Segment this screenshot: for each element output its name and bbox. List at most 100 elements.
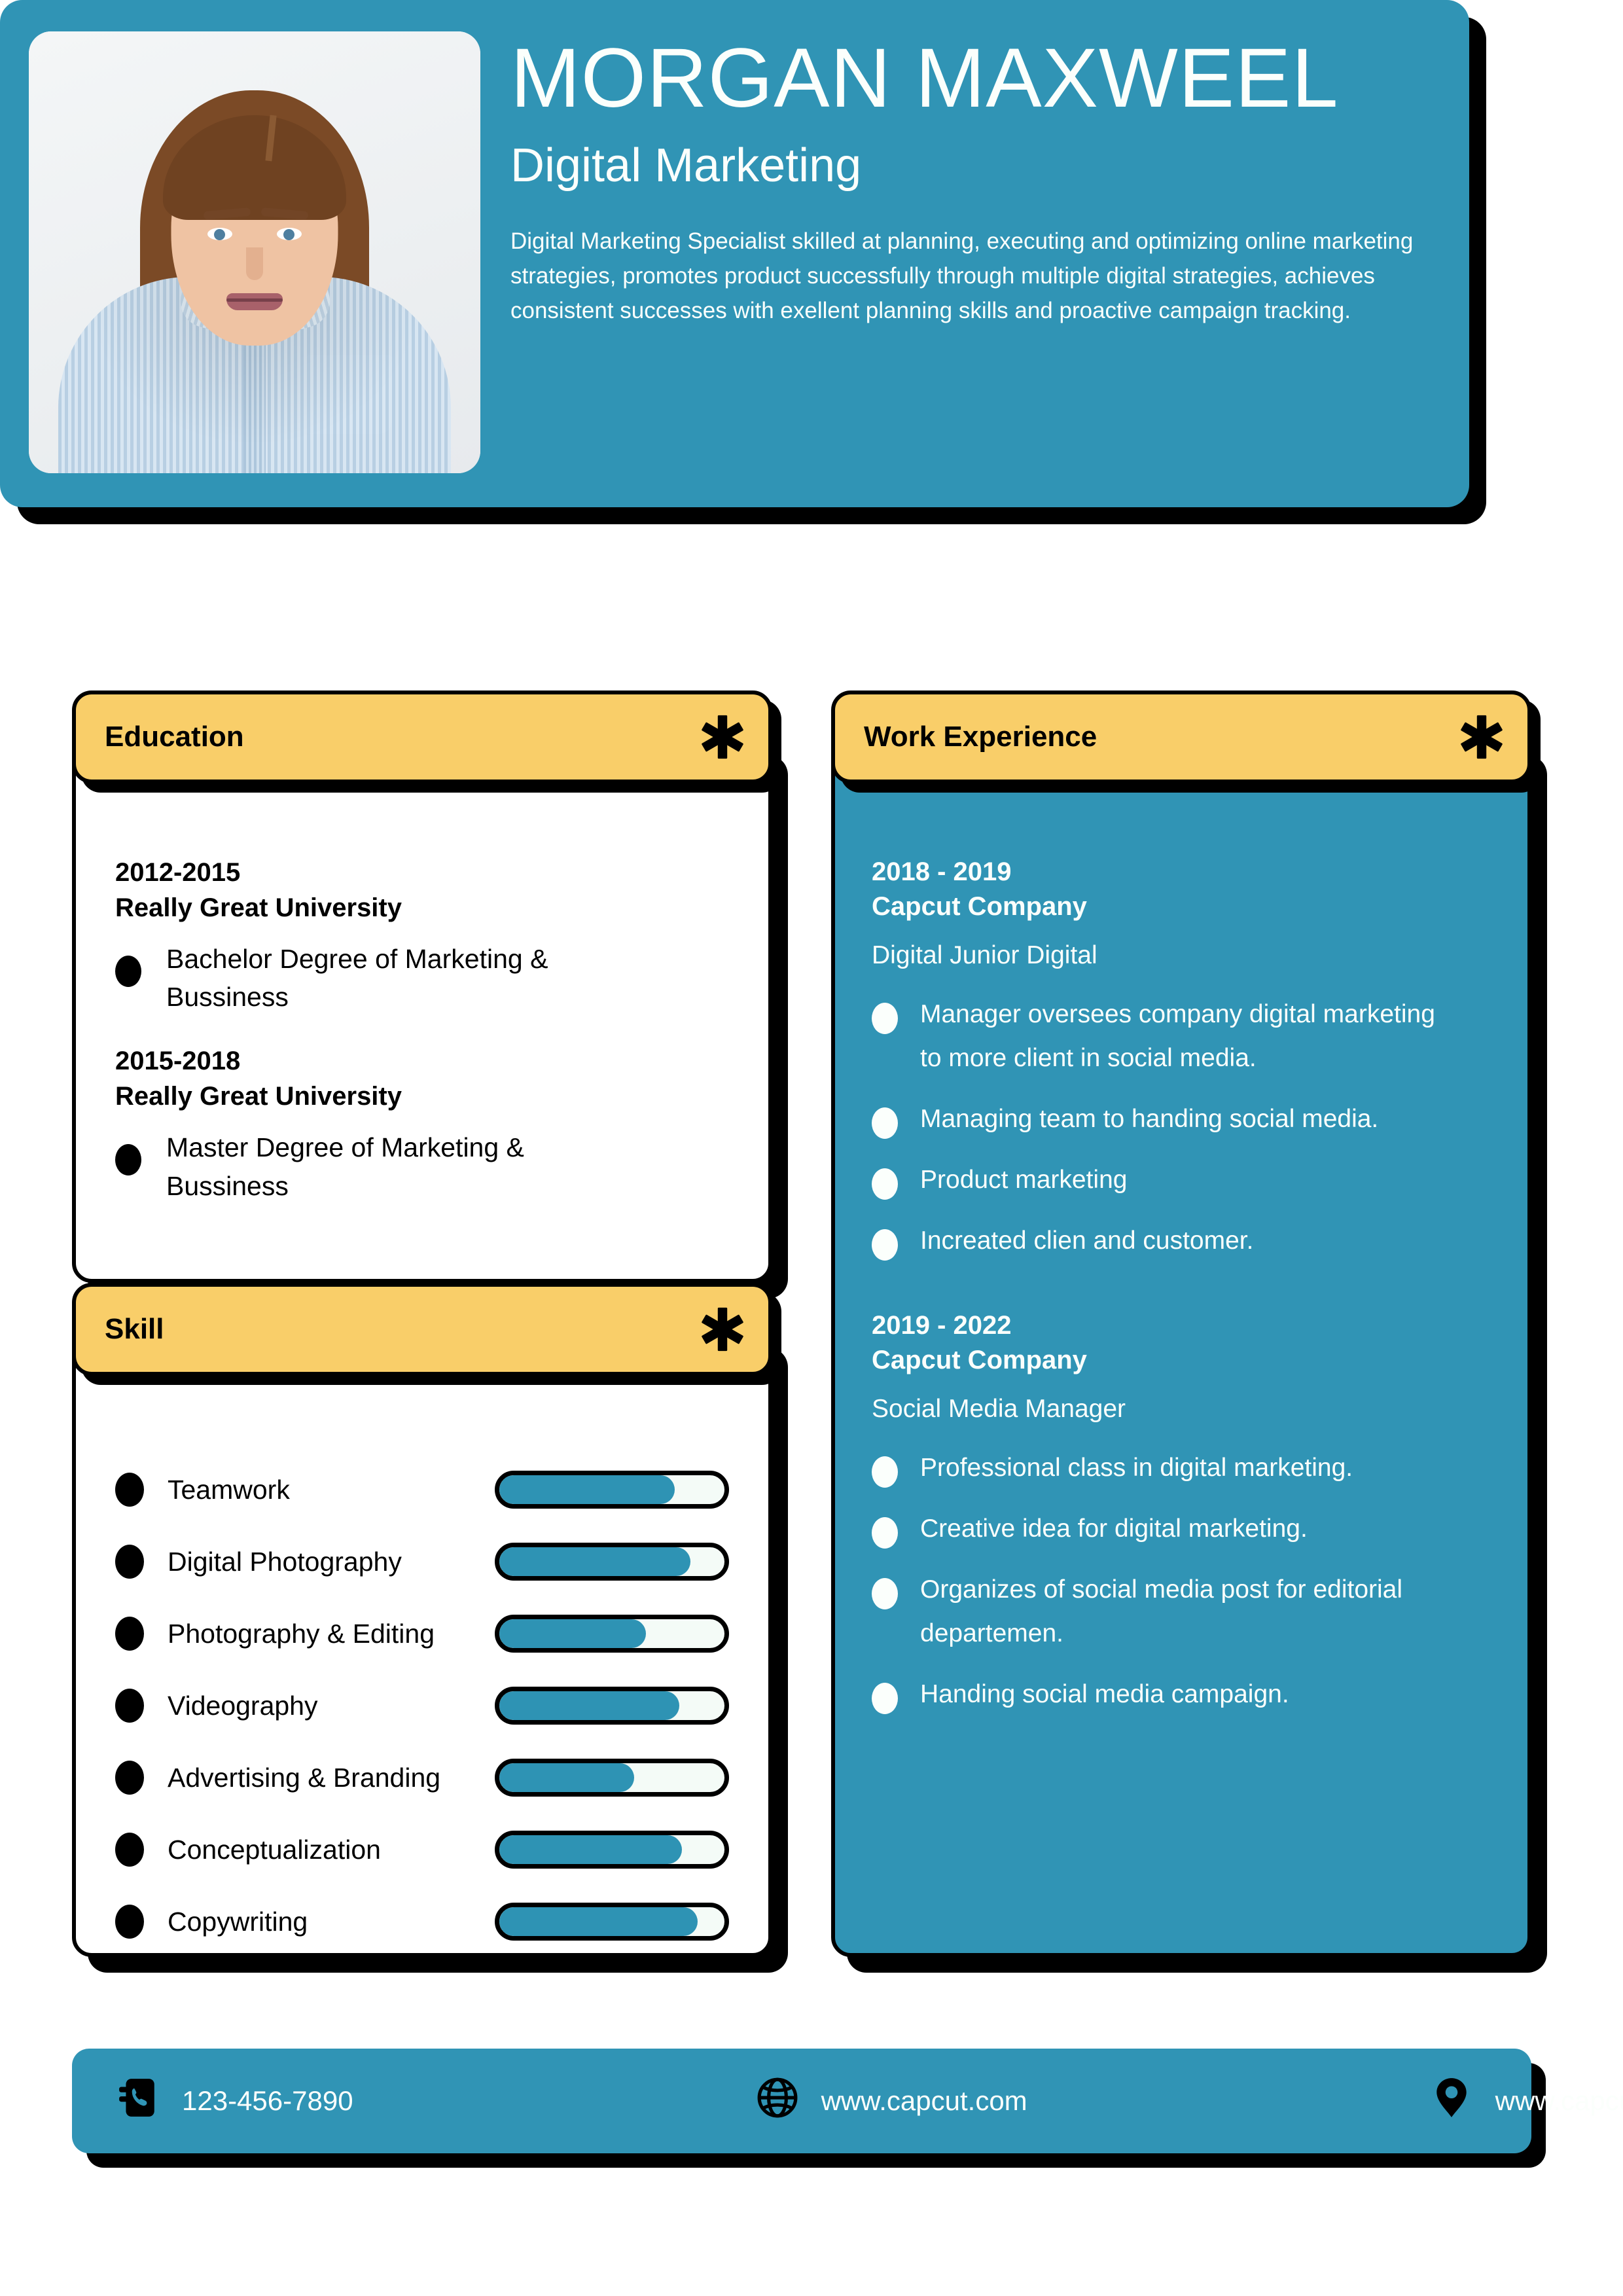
skill-label: Copywriting [168, 1906, 308, 1937]
bullet-dot-icon [115, 1473, 144, 1507]
skill-row: Digital Photography [115, 1526, 729, 1598]
map-pin-icon [1430, 2076, 1495, 2126]
skill-progress-bar [495, 1759, 729, 1797]
bullet-dot-icon [872, 1002, 898, 1034]
bullet-dot-icon [115, 1545, 144, 1579]
work-experience-content: 2018 - 2019 Capcut Company Digital Junio… [835, 793, 1527, 1762]
skill-row: Copywriting [115, 1886, 729, 1958]
job-points: Manager oversees company digital marketi… [872, 992, 1491, 1263]
skill-progress-bar [495, 1903, 729, 1941]
skill-progress-fill [499, 1475, 675, 1504]
job-point: Managing team to handing social media. [872, 1097, 1491, 1141]
person-summary: Digital Marketing Specialist skilled at … [510, 228, 1414, 324]
work-experience-title: Work Experience [864, 721, 1097, 753]
skill-row: Advertising & Branding [115, 1742, 729, 1814]
education-school: Really Great University [115, 893, 402, 922]
contact-phone[interactable]: 123-456-7890 [116, 2076, 353, 2126]
education-degree-row: Master Degree of Marketing & Bussiness [115, 1128, 729, 1204]
job-point: Creative idea for digital marketing. [872, 1507, 1491, 1551]
phone-icon [116, 2076, 182, 2126]
job-point: Manager oversees company digital marketi… [872, 992, 1491, 1080]
education-card: 2012-2015 Really Great University Bachel… [72, 740, 772, 1283]
bullet-dot-icon [115, 1761, 144, 1795]
job-years: 2018 - 2019 [872, 857, 1012, 886]
job-company: Capcut Company [872, 891, 1087, 921]
skill-progress-fill [499, 1619, 646, 1648]
bullet-dot-icon [115, 1144, 141, 1176]
contact-location[interactable]: www.capcut.com [1430, 2076, 1623, 2126]
education-degree-row: Bachelor Degree of Marketing & Bussiness [115, 940, 729, 1016]
skill-label: Photography & Editing [168, 1618, 435, 1649]
bullet-dot-icon [872, 1456, 898, 1488]
work-experience-card: 2018 - 2019 Capcut Company Digital Junio… [831, 740, 1531, 1957]
education-years: 2015-2018 [115, 1047, 241, 1076]
header-text-block: MORGAN MAXWEEL Digital Marketing Digital… [510, 37, 1594, 329]
avatar [29, 31, 480, 473]
skill-progress-bar [495, 1831, 729, 1869]
skill-label: Teamwork [168, 1474, 290, 1505]
skill-progress-bar [495, 1687, 729, 1725]
education-item: 2015-2018 Really Great University Master… [115, 1043, 729, 1204]
education-content: 2012-2015 Really Great University Bachel… [76, 793, 768, 1232]
bullet-dot-icon [115, 1833, 144, 1867]
education-title: Education [105, 721, 244, 753]
education-header: Education [72, 691, 772, 783]
job-point-text: Professional class in digital marketing. [920, 1453, 1353, 1482]
bullet-dot-icon [872, 1107, 898, 1139]
bullet-dot-icon [872, 1577, 898, 1609]
work-experience-header: Work Experience [831, 691, 1531, 783]
bullet-dot-icon [872, 1168, 898, 1200]
bullet-dot-icon [872, 1682, 898, 1714]
job-point: Professional class in digital marketing. [872, 1446, 1491, 1490]
skill-progress-bar [495, 1543, 729, 1581]
globe-icon [756, 2076, 821, 2126]
job-years: 2019 - 2022 [872, 1310, 1012, 1340]
job-point-text: Managing team to handing social media. [920, 1104, 1379, 1133]
bullet-dot-icon [115, 1905, 144, 1939]
location-text: www.capcut.com [1495, 2085, 1623, 2116]
asterisk-icon [699, 713, 746, 761]
skill-row: Videography [115, 1670, 729, 1742]
skill-row: Conceptualization [115, 1814, 729, 1886]
skill-title: Skill [105, 1313, 164, 1345]
job-point-text: Increated clien and customer. [920, 1226, 1254, 1255]
job-point-text: Handing social media campaign. [920, 1679, 1289, 1708]
skill-progress-fill [499, 1547, 691, 1576]
job-company: Capcut Company [872, 1345, 1087, 1374]
contact-footer: 123-456-7890 www.capcut.com [72, 2049, 1623, 2153]
skill-progress-bar [495, 1615, 729, 1653]
bullet-dot-icon [872, 1516, 898, 1549]
bullet-dot-icon [115, 1689, 144, 1723]
bullet-dot-icon [115, 956, 141, 987]
job-role: Social Media Manager [872, 1394, 1126, 1423]
job-point: Handing social media campaign. [872, 1672, 1491, 1716]
education-degree: Master Degree of Marketing & Bussiness [166, 1132, 524, 1201]
person-role: Digital Marketing [510, 139, 862, 192]
bullet-dot-icon [115, 1617, 144, 1651]
skill-progress-fill [499, 1763, 635, 1792]
skill-card: Teamwork Digital Photography Photography… [72, 1332, 772, 1957]
skill-progress-fill [499, 1691, 680, 1720]
skill-progress-bar [495, 1471, 729, 1509]
job-point: Product marketing [872, 1158, 1491, 1202]
job-point: Organizes of social media post for edito… [872, 1568, 1491, 1655]
education-years: 2012-2015 [115, 858, 241, 887]
page-title: MORGAN MAXWEEL [510, 31, 1339, 125]
skill-row: Teamwork [115, 1454, 729, 1526]
job-points: Professional class in digital marketing.… [872, 1446, 1491, 1716]
skill-label: Conceptualization [168, 1834, 381, 1865]
education-degree: Bachelor Degree of Marketing & Bussiness [166, 944, 548, 1013]
job-entry: 2018 - 2019 Capcut Company Digital Junio… [872, 855, 1491, 1263]
skill-label: Advertising & Branding [168, 1762, 441, 1793]
contact-website[interactable]: www.capcut.com [756, 2076, 1027, 2126]
job-point-text: Creative idea for digital marketing. [920, 1514, 1308, 1543]
job-point-text: Product marketing [920, 1165, 1128, 1194]
skill-row: Photography & Editing [115, 1598, 729, 1670]
asterisk-icon [1458, 713, 1505, 761]
skill-progress-fill [499, 1907, 698, 1936]
phone-text: 123-456-7890 [182, 2085, 353, 2116]
skill-content: Teamwork Digital Photography Photography… [76, 1385, 768, 1958]
asterisk-icon [699, 1306, 746, 1353]
job-point-text: Manager oversees company digital marketi… [920, 999, 1435, 1072]
job-point: Increated clien and customer. [872, 1219, 1491, 1263]
